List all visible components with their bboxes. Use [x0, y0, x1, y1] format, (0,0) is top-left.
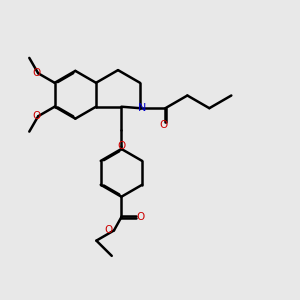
Text: O: O [160, 120, 168, 130]
Text: O: O [105, 226, 113, 236]
Text: O: O [136, 212, 144, 222]
Text: N: N [138, 103, 147, 113]
Text: O: O [33, 68, 41, 78]
Text: O: O [117, 141, 125, 151]
Text: O: O [33, 111, 41, 121]
